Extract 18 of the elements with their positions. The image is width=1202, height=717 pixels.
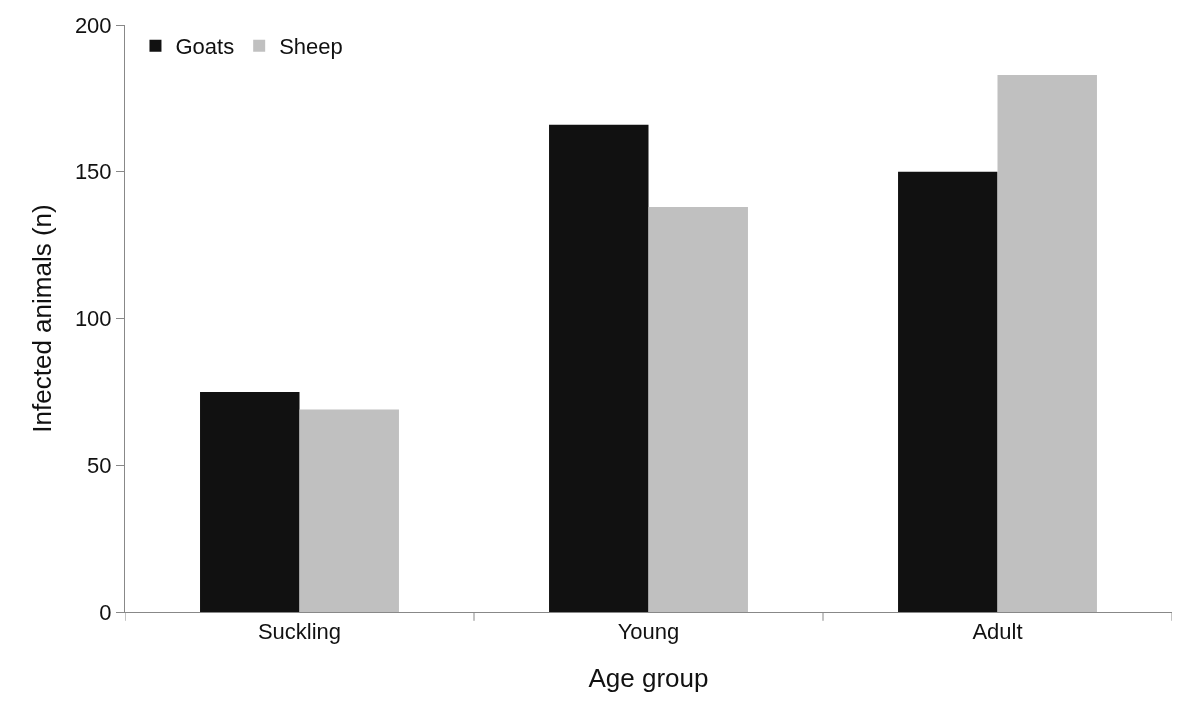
y-axis-title: Infected animals (n) [27,204,58,433]
bar [200,391,300,612]
bar [997,74,1097,612]
x-tick-label: Young [617,619,680,645]
x-tick-label: Adult [972,619,1023,645]
y-tick-label: 150 [74,159,112,185]
y-tick-label: 0 [99,599,112,625]
bar [648,206,748,612]
y-tick-label: 100 [74,306,112,332]
y-tick-label: 50 [87,452,112,478]
bar [898,171,998,612]
bar [299,409,399,612]
x-tick-label: Suckling [257,619,342,645]
y-tick-label: 200 [74,12,112,38]
x-axis-title: Age group [588,663,709,694]
legend-label: Goats [175,34,235,60]
bar [549,124,649,612]
legend-label: Sheep [279,34,343,60]
